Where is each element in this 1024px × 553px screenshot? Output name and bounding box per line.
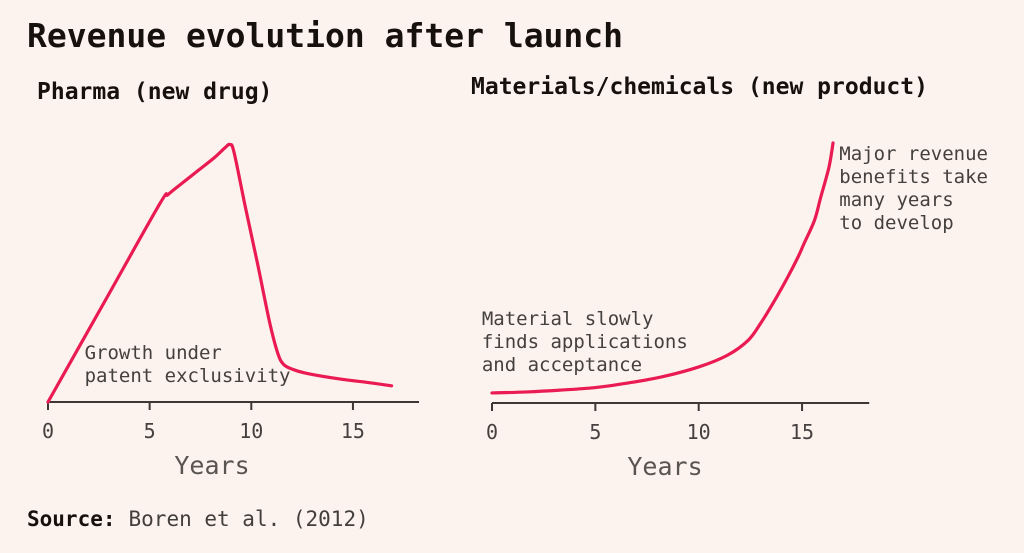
revenue-curve (46, 142, 394, 404)
tick-label: 15 (790, 420, 814, 444)
revenue-curve (490, 141, 835, 395)
tick-label: 0 (42, 419, 54, 443)
annotation-line: to develop (839, 212, 953, 234)
annotation-line: Growth under (85, 342, 222, 364)
tick-label: 5 (589, 420, 601, 444)
annotation-line: Major revenue (839, 143, 988, 165)
annotation-line: many years (839, 189, 953, 211)
tick-label: 10 (239, 419, 263, 443)
x-axis-label: Years (174, 451, 249, 480)
chart-title-materials: Materials/chemicals (new product) (471, 74, 928, 100)
tick-label: 10 (687, 420, 711, 444)
source-label: Source: (27, 507, 116, 531)
page-title: Revenue evolution after launch (27, 16, 624, 55)
source-citation: Boren et al. (2012) (128, 507, 369, 531)
annotation-line: Material slowly (482, 308, 654, 330)
annotation-line: benefits take (839, 166, 988, 188)
source-note: Source: Boren et al. (2012) (27, 507, 369, 531)
chart-title-pharma: Pharma (new drug) (37, 79, 273, 105)
annotation-line: and acceptance (482, 354, 642, 376)
tick-label: 5 (144, 419, 156, 443)
annotation-line: finds applications (482, 331, 688, 353)
tick-label: 15 (341, 419, 365, 443)
x-axis-label: Years (627, 452, 702, 481)
tick-label: 0 (486, 420, 498, 444)
annotation-line: patent exclusivity (85, 365, 291, 387)
